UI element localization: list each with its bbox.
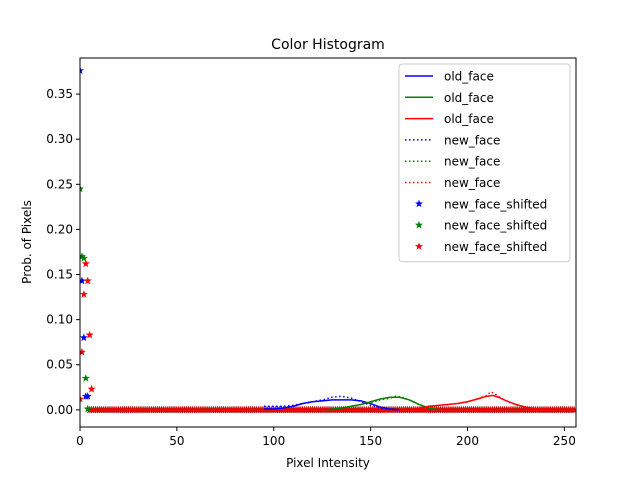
legend: old_face old_face old_face new_face new_face… — [398, 63, 571, 263]
data-point — [80, 394, 84, 403]
series-old_face-green — [327, 396, 439, 411]
series-new_face_shifted-green — [80, 184, 92, 413]
x-tick-label: 0 — [76, 434, 84, 448]
data-point — [83, 404, 92, 413]
legend-label: old_face — [444, 112, 494, 126]
series-new_face-blue — [264, 395, 391, 411]
legend-item: old_face — [405, 91, 494, 105]
data-point — [80, 184, 84, 193]
x-tick-label: 200 — [456, 434, 479, 448]
series-new_face_shifted-red — [80, 259, 96, 403]
y-tick-label: 0.00 — [46, 403, 73, 417]
y-tick-label: 0.15 — [46, 268, 73, 282]
data-point — [81, 374, 90, 382]
series-new_face-red — [418, 390, 546, 411]
legend-label: new_face_shifted — [444, 197, 547, 211]
legend-label: old_face — [444, 91, 494, 105]
legend-item: old_face — [405, 70, 494, 84]
legend-item: new_face_shifted — [415, 197, 547, 211]
legend-item: new_face_shifted — [415, 219, 547, 233]
y-tick-label: 0.20 — [46, 222, 73, 236]
x-tick-label: 250 — [553, 434, 576, 448]
x-axis-label: Pixel Intensity — [286, 456, 370, 470]
legend-label: new_face — [444, 176, 500, 190]
y-tick-label: 0.25 — [46, 177, 73, 191]
series-new_face_shifted-blue — [80, 66, 92, 400]
legend-item: old_face — [405, 112, 494, 126]
x-tick-label: 150 — [359, 434, 382, 448]
legend-swatch — [415, 220, 423, 229]
data-point — [80, 333, 88, 342]
series-line — [264, 395, 391, 411]
y-tick-label: 0.10 — [46, 313, 73, 327]
legend-box — [398, 63, 571, 263]
legend-label: old_face — [444, 70, 494, 84]
x-tick-label: 100 — [262, 434, 285, 448]
x-tick-label: 50 — [169, 434, 184, 448]
data-point — [85, 330, 94, 339]
data-point — [81, 259, 90, 268]
legend-label: new_face — [444, 133, 500, 147]
y-tick-label: 0.05 — [46, 358, 73, 372]
legend-item: new_face — [405, 176, 500, 190]
data-point — [80, 276, 86, 285]
data-point — [80, 66, 84, 75]
data-point — [83, 276, 92, 285]
legend-item: new_face_shifted — [415, 240, 547, 254]
y-axis-label: Prob. of Pixels — [20, 200, 34, 284]
legend-label: new_face_shifted — [444, 219, 547, 233]
legend-label: new_face_shifted — [444, 240, 547, 254]
legend-item: new_face — [405, 155, 500, 169]
series-line — [264, 399, 400, 411]
zero-marker — [570, 405, 576, 414]
data-point — [80, 347, 86, 356]
data-point — [80, 254, 88, 262]
series-old_face-blue — [264, 399, 400, 411]
legend-swatch — [415, 242, 423, 250]
chart-title: Color Histogram — [271, 37, 385, 53]
data-point — [80, 290, 88, 298]
y-tick-label: 0.30 — [46, 132, 73, 146]
legend-label: new_face — [444, 155, 500, 169]
series-line — [418, 390, 546, 411]
data-point — [83, 392, 92, 400]
legend-item: new_face — [405, 133, 500, 147]
plot-frame — [79, 57, 577, 428]
y-tick-label: 0.35 — [46, 87, 73, 101]
legend-swatch — [415, 199, 423, 208]
data-point — [87, 384, 96, 393]
series-line — [327, 396, 439, 411]
